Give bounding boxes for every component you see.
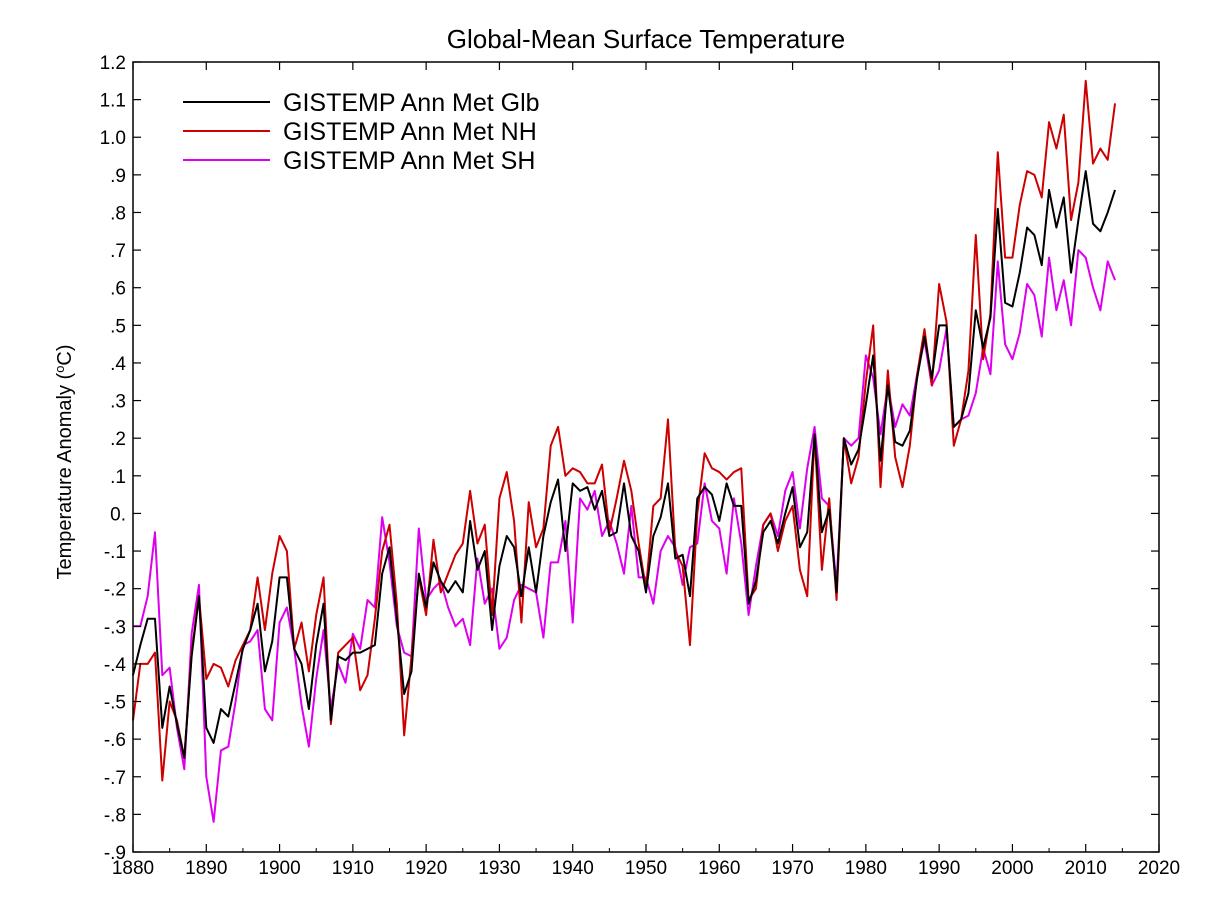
y-tick-label: 1.2 [100, 53, 126, 74]
y-tick-label: .9 [110, 166, 126, 187]
y-tick-label: .3 [110, 392, 126, 413]
y-axis: 1.2 1.1 1.0 .9 .8 .7 .6 .5 .4 .3 .2 .1 0. -.1 -.2 -.3 -.… [100, 53, 1159, 864]
y-tick-label: .7 [110, 241, 126, 262]
x-tick-label: 1880 [112, 858, 154, 879]
plot-frame [132, 61, 1160, 853]
y-tick-label: .4 [110, 354, 126, 375]
x-tick-label: 1950 [625, 858, 667, 879]
legend-label-1: GISTEMP Ann Met NH [283, 118, 537, 146]
x-tick-label: 2020 [1138, 858, 1180, 879]
plot-area [132, 79, 1117, 823]
x-tick-label: 1900 [258, 858, 300, 879]
y-tick-label: -.1 [104, 542, 126, 563]
y-tick-label: .5 [110, 316, 126, 337]
series-line-1 [132, 79, 1117, 782]
y-tick-label: .1 [110, 467, 126, 488]
x-tick-label: 1940 [552, 858, 594, 879]
legend-label-2: GISTEMP Ann Met SH [283, 147, 535, 175]
legend-label-0: GISTEMP Ann Met Glb [283, 89, 540, 117]
x-tick-label: 1920 [405, 858, 447, 879]
y-tick-label: -.9 [104, 843, 126, 864]
x-axis: 1880 1890 1900 1910 1920 1930 1940 1950 1960 1970… [112, 62, 1180, 879]
y-tick-label: -.6 [104, 730, 126, 751]
x-tick-label: 1890 [185, 858, 227, 879]
y-axis-label: Temperature Anomaly (oC) [52, 344, 77, 579]
y-tick-label: 1.1 [100, 91, 126, 112]
x-tick-label: 1980 [845, 858, 887, 879]
y-tick-label: .8 [110, 203, 126, 224]
y-tick-label: .2 [110, 429, 126, 450]
x-tick-label: 1970 [771, 858, 813, 879]
chart-title: Global-Mean Surface Temperature [447, 24, 845, 54]
y-tick-label: -.3 [104, 617, 126, 638]
y-tick-label: 1.0 [100, 128, 126, 149]
degree-superscript: o [52, 366, 67, 373]
x-tick-label: 1990 [918, 858, 960, 879]
x-tick-label: 2010 [1065, 858, 1107, 879]
y-tick-label: .6 [110, 279, 126, 300]
y-tick-label: -.2 [104, 580, 126, 601]
y-tick-label: -.4 [104, 655, 127, 676]
y-tick-label: 0. [110, 504, 126, 525]
y-tick-label: -.5 [104, 693, 126, 714]
x-tick-label: 2000 [991, 858, 1033, 879]
x-tick-label: 1930 [478, 858, 520, 879]
series-line-0 [132, 170, 1116, 759]
y-tick-label: -.7 [104, 768, 126, 789]
y-tick-label: -.8 [104, 805, 126, 826]
x-tick-label: 1960 [698, 858, 740, 879]
x-tick-label: 1910 [332, 858, 374, 879]
